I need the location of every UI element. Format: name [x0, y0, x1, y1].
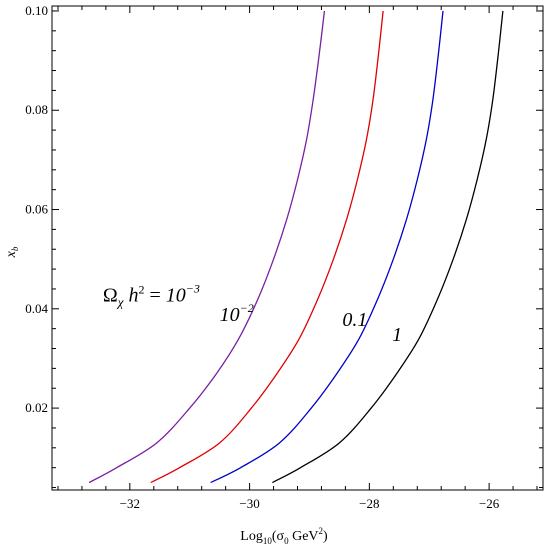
annotation-value: 10 — [220, 304, 240, 326]
x-tick-label: −28 — [359, 496, 379, 511]
annotation-sup: 2 — [139, 282, 145, 296]
annotation-exponent: −2 — [240, 301, 254, 315]
curve-annotation-1: 10−2 — [220, 301, 254, 326]
x-axis-label-sup: 2 — [319, 526, 324, 536]
y-tick-label: 0.02 — [25, 400, 48, 415]
y-tick-label: 0.10 — [25, 3, 48, 18]
y-tick-label: 0.06 — [25, 202, 48, 217]
curve-annotation-2: 0.1 — [342, 309, 367, 331]
annotation-value: 0.1 — [342, 309, 367, 331]
y-tick-label: 0.08 — [25, 102, 48, 117]
tick-marks — [52, 6, 543, 490]
plot-frame — [51, 5, 544, 491]
x-tick-labels: −32 −30 −28 −26 — [120, 496, 500, 511]
y-tick-labels: 0.02 0.04 0.06 0.08 0.10 — [25, 3, 48, 415]
annotation-exponent: −3 — [186, 281, 200, 295]
y-tick-label: 0.04 — [25, 301, 48, 316]
series-line-2 — [210, 10, 444, 484]
curve-annotation-3: 1 — [392, 324, 402, 346]
annotation-h: h — [124, 284, 139, 306]
series-line-3 — [272, 10, 504, 484]
y-axis-label-main: x — [4, 250, 19, 258]
curve-annotation-0: Ωχ h2 = 10−3 — [103, 281, 200, 309]
x-axis-label-end: ) — [323, 529, 328, 544]
x-axis-label-sub2: 0 — [284, 536, 289, 546]
annotation-value: 10 — [166, 284, 186, 306]
y-axis-label: xb — [4, 246, 20, 258]
annotation-eq: = — [145, 284, 166, 306]
x-tick-label: −26 — [479, 496, 500, 511]
x-tick-label: −32 — [120, 496, 140, 511]
series-lines — [88, 10, 504, 484]
curve-annotations: Ωχ h2 = 10−310−20.11 — [103, 281, 402, 346]
x-axis-label: Log10(σ0 GeV2) — [240, 526, 328, 546]
x-axis-label-sub1: 10 — [263, 536, 273, 546]
series-line-0 — [88, 10, 326, 484]
x-axis-label-mid: (σ — [272, 529, 285, 544]
omega-symbol: Ω — [103, 284, 118, 306]
y-axis-label-sub: b — [10, 246, 20, 251]
series-line-1 — [150, 10, 384, 484]
annotation-sub: χ — [116, 294, 124, 309]
x-axis-label-pre: Log — [240, 529, 263, 544]
annotation-value: 1 — [392, 324, 402, 346]
x-tick-label: −30 — [239, 496, 259, 511]
x-axis-label-post: GeV — [289, 529, 319, 544]
